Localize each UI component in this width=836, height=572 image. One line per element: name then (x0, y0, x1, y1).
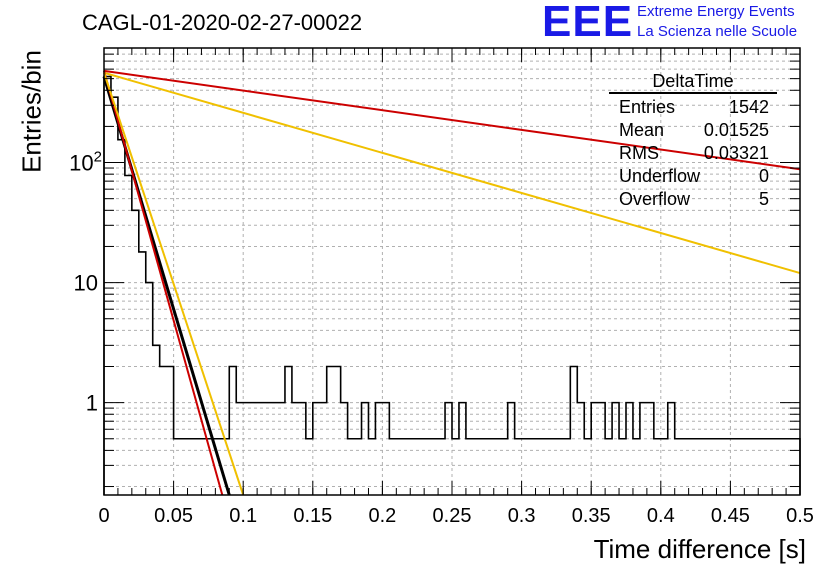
x-tick-label: 0.35 (572, 505, 611, 527)
fit-curve (103, 71, 801, 275)
x-tick-label: 0.15 (293, 505, 332, 527)
stats-value: 1542 (728, 97, 769, 117)
stats-value: 0.03321 (703, 143, 769, 163)
x-tick-label: 0.05 (154, 505, 193, 527)
eee-logo: EEE (542, 0, 634, 46)
stats-value: 0 (758, 166, 769, 186)
logo-line-1: Extreme Energy Events (637, 3, 795, 20)
x-tick-label: 0 (98, 505, 109, 527)
fit-curve (103, 70, 224, 496)
y-tick-label: 1 (86, 391, 98, 416)
x-tick-label: 0.1 (229, 505, 257, 527)
stats-label: Underflow (619, 166, 701, 186)
stats-row: Overflow 5 (609, 188, 777, 211)
x-tick-label: 0.3 (508, 505, 536, 527)
x-tick-label: 0.5 (786, 505, 814, 527)
stats-label: RMS (619, 143, 659, 163)
y-tick-label: 102 (69, 149, 102, 176)
fit-curve (103, 72, 245, 496)
stats-row: Entries 1542 (609, 96, 777, 119)
plot-title: CAGL-01-2020-02-27-00022 (82, 10, 363, 35)
stats-label: Mean (619, 120, 665, 140)
y-tick-labels: 1 10 102 (69, 149, 102, 416)
axis-ticks (103, 47, 801, 495)
fit-curve (103, 69, 801, 171)
stats-row: Underflow 0 (609, 165, 777, 188)
stats-row: RMS 0.03321 (609, 142, 777, 165)
y-tick-label: 10 (74, 271, 98, 296)
stats-label: Entries (619, 97, 676, 117)
fit-curves (102, 69, 801, 496)
x-axis-label: Time difference [s] (593, 534, 806, 564)
x-tick-label: 0.4 (647, 505, 675, 527)
x-tick-label: 0.2 (368, 505, 396, 527)
stats-row: Mean 0.01525 (609, 119, 777, 142)
stats-title: DeltaTime (609, 70, 777, 94)
x-tick-label: 0.25 (433, 505, 472, 527)
x-tick-labels: 0 0.05 0.1 0.15 0.2 0.25 0.3 0.35 0.4 0.45 0.5 (98, 505, 813, 527)
logo-line-2: La Scienza nelle Scuole (637, 23, 798, 40)
stats-box: DeltaTime Entries 1542 Mean 0.01525 RMS 0.0… (609, 70, 777, 211)
histogram-bars (103, 75, 801, 495)
histogram-outline (103, 75, 801, 495)
stats-label: Overflow (619, 189, 691, 209)
x-tick-label: 0.45 (711, 505, 750, 527)
stats-value: 0.01525 (703, 120, 769, 140)
stats-value: 5 (758, 189, 769, 209)
y-axis-label: Entries/bin (16, 50, 47, 173)
